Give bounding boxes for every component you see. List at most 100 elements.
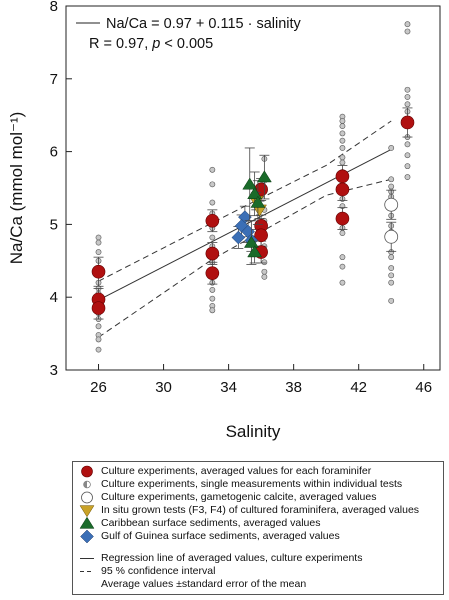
legend-triangle-up bbox=[79, 517, 95, 529]
point-triangle-up bbox=[247, 245, 263, 258]
point-small-circle bbox=[261, 273, 268, 280]
point-small-circle bbox=[388, 183, 395, 190]
point-triangle-up bbox=[243, 235, 259, 248]
legend-label: Average values ±standard error of the me… bbox=[101, 578, 307, 590]
point-small-circle bbox=[209, 287, 216, 293]
legend-symbol-diamond bbox=[80, 530, 94, 543]
point-circle bbox=[205, 246, 220, 261]
point-triangle-up bbox=[256, 170, 272, 183]
point-small-circle bbox=[404, 141, 411, 148]
y-tick-label: 6 bbox=[50, 144, 58, 161]
x-tick-label: 42 bbox=[350, 379, 367, 396]
point-small-circle bbox=[261, 268, 268, 275]
annotation: Na/Ca = 0.97 + 0.115 · salinity R = 0.97… bbox=[76, 16, 302, 52]
series-open-circle bbox=[384, 189, 399, 252]
legend-label: In situ grown tests (F3, F4) of cultured… bbox=[101, 504, 420, 516]
point-small-circle bbox=[209, 181, 216, 188]
point-small-circle bbox=[404, 21, 411, 28]
y-axis-label: Na/Ca (mmol mol⁻¹) bbox=[7, 112, 26, 265]
legend-label: Culture experiments, single measurements… bbox=[101, 478, 403, 490]
point-small-circle bbox=[388, 297, 395, 304]
point-small-circle bbox=[404, 94, 411, 100]
ci-upper bbox=[98, 120, 392, 282]
legend-triangle-down bbox=[79, 505, 95, 517]
point-small-circle bbox=[388, 279, 395, 286]
point-small-circle bbox=[339, 254, 346, 261]
x-tick-label: 46 bbox=[415, 379, 432, 396]
y-tick-label: 4 bbox=[50, 289, 58, 306]
point-small-circle bbox=[388, 176, 395, 183]
point-small-circle bbox=[404, 174, 411, 180]
series-circle bbox=[91, 107, 415, 320]
stats-suffix: < 0.005 bbox=[160, 36, 213, 52]
y-tick-label: 3 bbox=[50, 362, 58, 379]
x-tick-label: 34 bbox=[220, 379, 237, 396]
point-small-circle bbox=[388, 265, 395, 271]
point-small-circle bbox=[404, 163, 411, 170]
legend-label: Caribbean surface sediments, averaged va… bbox=[101, 517, 321, 529]
y-tick-label: 7 bbox=[50, 71, 58, 88]
point-small-circle bbox=[404, 152, 411, 159]
point-circle bbox=[205, 213, 220, 228]
x-tick-label: 26 bbox=[90, 379, 107, 396]
point-small-circle bbox=[388, 254, 395, 261]
point-open-circle bbox=[384, 229, 399, 244]
point-triangle-up bbox=[247, 187, 263, 199]
legend-symbol-open-circle bbox=[81, 491, 93, 504]
legend-symbol-solid-line bbox=[80, 558, 94, 559]
legend-label: Culture experiments, gametogenic calcite… bbox=[101, 491, 377, 503]
point-small-circle bbox=[95, 336, 102, 343]
point-small-circle bbox=[339, 118, 346, 124]
legend-circle bbox=[81, 465, 93, 478]
x-tick-label: 38 bbox=[285, 379, 302, 396]
legend-symbol-dashed-line bbox=[80, 571, 94, 572]
point-circle bbox=[91, 301, 106, 315]
point-small-circle bbox=[339, 145, 346, 151]
x-tick-label: 30 bbox=[155, 379, 172, 396]
y-tick-label: 8 bbox=[50, 0, 58, 15]
point-small-circle bbox=[339, 154, 346, 161]
data-points bbox=[91, 21, 415, 353]
legend-open-circle bbox=[81, 491, 93, 504]
point-triangle-up bbox=[250, 195, 266, 208]
legend-half-circle-half bbox=[83, 481, 87, 488]
point-diamond bbox=[231, 230, 246, 245]
legend-diamond bbox=[80, 530, 94, 543]
stats-p: p bbox=[151, 36, 160, 52]
point-circle bbox=[205, 266, 220, 280]
point-small-circle bbox=[339, 279, 346, 286]
point-circle bbox=[400, 115, 415, 130]
y-tick-label: 5 bbox=[50, 216, 58, 233]
legend-label: Culture experiments, averaged values for… bbox=[101, 465, 372, 477]
point-small-circle bbox=[95, 346, 102, 353]
plot-frame bbox=[65, 5, 441, 371]
point-circle bbox=[335, 211, 350, 226]
point-small-circle bbox=[209, 234, 216, 241]
point-circle bbox=[335, 169, 350, 184]
point-small-circle bbox=[388, 145, 395, 151]
point-small-circle bbox=[95, 239, 102, 246]
point-small-circle bbox=[209, 199, 216, 206]
point-small-circle bbox=[261, 259, 268, 266]
point-circle bbox=[335, 182, 350, 197]
legend-symbol-half-circle bbox=[83, 480, 91, 489]
point-small-circle bbox=[209, 307, 216, 314]
point-small-circle bbox=[339, 123, 346, 130]
legend: Culture experiments, averaged values for… bbox=[72, 461, 444, 595]
legend-symbol-triangle-down bbox=[79, 505, 95, 517]
point-small-circle bbox=[388, 272, 395, 279]
point-small-circle bbox=[404, 101, 411, 108]
x-axis-label: Salinity bbox=[226, 422, 281, 441]
regression-equation: Na/Ca = 0.97 + 0.115 · salinity bbox=[106, 16, 302, 32]
point-circle bbox=[91, 264, 106, 279]
point-triangle-up bbox=[242, 177, 258, 190]
point-small-circle bbox=[339, 130, 346, 137]
legend-symbol-circle bbox=[81, 465, 93, 478]
confidence-interval bbox=[98, 120, 392, 338]
ci-lower bbox=[98, 178, 392, 338]
point-small-circle bbox=[95, 249, 102, 255]
point-small-circle bbox=[95, 323, 102, 330]
point-small-circle bbox=[209, 295, 216, 302]
